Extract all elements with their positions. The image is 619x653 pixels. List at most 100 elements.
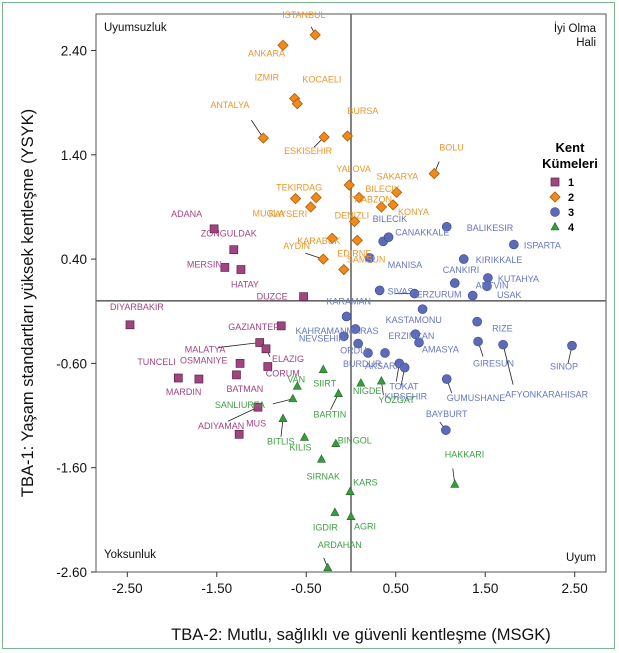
point-usak	[482, 281, 492, 292]
point-label-tekirdag: TEKIRDAG	[276, 183, 322, 193]
point-label-antalya: ANTALYA	[210, 100, 249, 110]
point-yalova	[343, 179, 355, 191]
point-label-kutahya: KUTAHYA	[498, 274, 539, 284]
point-samsun	[338, 263, 350, 276]
point-label-mersin: MERSIN	[187, 259, 222, 269]
point-label-bayburt: BAYBURT	[426, 409, 468, 419]
legend-label-3: 3	[568, 207, 574, 219]
point-mardin	[194, 374, 204, 384]
point-karaman	[341, 311, 352, 322]
point-label-karabuk: KARABUK	[297, 236, 340, 246]
point-label-denizli: DENIZLI	[335, 211, 370, 221]
point-label-bursa: BURSA	[347, 106, 378, 116]
point-adana	[209, 224, 219, 234]
point-label-duzce: DUZCE	[257, 292, 288, 302]
point-label-hatay: HATAY	[231, 280, 259, 290]
point-label-rize: RIZE	[492, 324, 513, 334]
point-label-sakarya: SAKARYA	[377, 171, 419, 181]
point-diyarbakir	[125, 320, 135, 330]
point-label-erzurum: ERZURUM	[417, 290, 462, 300]
point-labels-group: ADANA ZONGULDAK MERSIN HATAY DUZCE DIYARBAKIR…	[110, 10, 589, 550]
point-label-agri: AGRI	[354, 522, 376, 532]
legend-title: Kent	[556, 140, 586, 155]
point-mugla	[289, 192, 302, 205]
point-label-zonguldak: ZONGULDAK	[201, 229, 257, 239]
point-label-trabzon: TRABZON	[349, 195, 392, 205]
point-sinop	[567, 340, 577, 351]
point-konya	[387, 199, 399, 211]
point-label-aydin: AYDIN	[283, 241, 310, 251]
quadrant-label-top-right-line2: Hali	[576, 37, 596, 49]
quadrant-label-top-right: İyi Olma	[554, 22, 597, 35]
point-mersin	[220, 263, 230, 272]
point-label-karaman: KARAMAN	[327, 296, 372, 306]
point-malatya	[255, 338, 265, 347]
scatter-chart: 2.40 1.40 0.40 -0.60 -1.60 -2.60 -2.50 -1.50 -0.…	[19, 10, 607, 644]
point-elazig	[261, 344, 271, 354]
point-label-bilecik: BILECIK	[365, 184, 400, 194]
point-tunceli	[173, 373, 183, 383]
point-corum	[263, 362, 273, 371]
point-sanliurfa	[288, 393, 298, 403]
point-label-van: VAN	[287, 374, 305, 384]
point-label-kars: KARS	[353, 478, 378, 488]
point-label-konya: KONYA	[398, 207, 429, 217]
point-label-samsun: SAMSUN	[347, 255, 386, 265]
point-label-osmaniye: OSMANIYE	[180, 355, 228, 365]
point-label-sivas: SIVAS	[388, 286, 414, 296]
point-label-eskisehir: ESKISEHIR	[284, 146, 333, 156]
point-label-erzincan: ERZINCAN	[388, 331, 434, 341]
point-label-malatya: MALATYA	[185, 345, 226, 355]
point-bingol	[331, 438, 341, 448]
point-hatay	[236, 265, 246, 274]
point-label-balikesir: BALIKESIR	[467, 223, 514, 233]
point-edirne	[351, 234, 363, 246]
point-denizli	[348, 215, 361, 228]
point-giresun	[473, 336, 483, 347]
point-label-kahramanmaras: KAHRAMANMARAS	[295, 326, 378, 336]
point-eskisehir	[318, 131, 330, 143]
y-tick-label: -2.60	[56, 565, 87, 580]
point-label-batman: BATMAN	[226, 384, 263, 394]
point-ordu	[353, 338, 363, 349]
legend-marker-1	[550, 177, 560, 187]
leader-line-afyonkarahisar	[502, 344, 514, 385]
point-amasya	[414, 337, 424, 348]
point-afyonkarahisar	[498, 339, 508, 350]
point-label-kayseri: KAYSERI	[269, 209, 307, 219]
x-tick-label: -1.50	[201, 581, 232, 596]
point-label-adiyaman: ADIYAMAN	[198, 421, 244, 431]
point-label-kirikkale: KIRIKKALE	[476, 255, 523, 265]
point-label-kirsehir: KIRSEHIR	[385, 392, 428, 402]
point-label-cankiri: CANKIRI	[443, 265, 480, 275]
x-axis-title: TBA-2: Mutlu, sağlıklı ve güvenli kentle…	[171, 626, 551, 644]
legend-label-2: 2	[568, 192, 574, 204]
point-yozgat	[376, 375, 386, 385]
x-tick-label: 2.50	[562, 581, 588, 596]
legend-label-1: 1	[568, 177, 574, 189]
y-tick-label: 0.40	[61, 252, 87, 267]
point-label-ankara: ANKARA	[248, 48, 285, 58]
point-ankara	[277, 39, 289, 51]
point-label-artvin: ARTVIN	[476, 281, 509, 291]
y-tick-label: -1.60	[56, 461, 87, 476]
point-label-usak: USAK	[497, 290, 522, 300]
point-isparta	[509, 239, 519, 250]
point-label-manisa: MANISA	[388, 260, 423, 270]
y-tick-label: -0.60	[56, 356, 87, 371]
point-label-igdir: IGDIR	[313, 523, 339, 533]
point-label-kastamonu: KASTAMONU	[386, 315, 442, 325]
point-karabuk	[326, 232, 338, 244]
point-label-bartin: BARTIN	[313, 410, 346, 420]
point-bartin	[333, 388, 343, 397]
point-batman	[232, 370, 241, 380]
point-gaziantep	[276, 321, 286, 331]
point-duzce	[299, 292, 308, 302]
point-kars	[345, 486, 355, 495]
point-rize	[472, 316, 482, 327]
point-label-kocaeli: KOCAELI	[302, 75, 341, 85]
point-label-aksaray: AKSARAY	[365, 361, 407, 371]
x-tick-label: 0.50	[383, 581, 409, 596]
point-balikesir	[441, 221, 452, 232]
point-label-canakkale: CANAKKALE	[395, 227, 449, 237]
